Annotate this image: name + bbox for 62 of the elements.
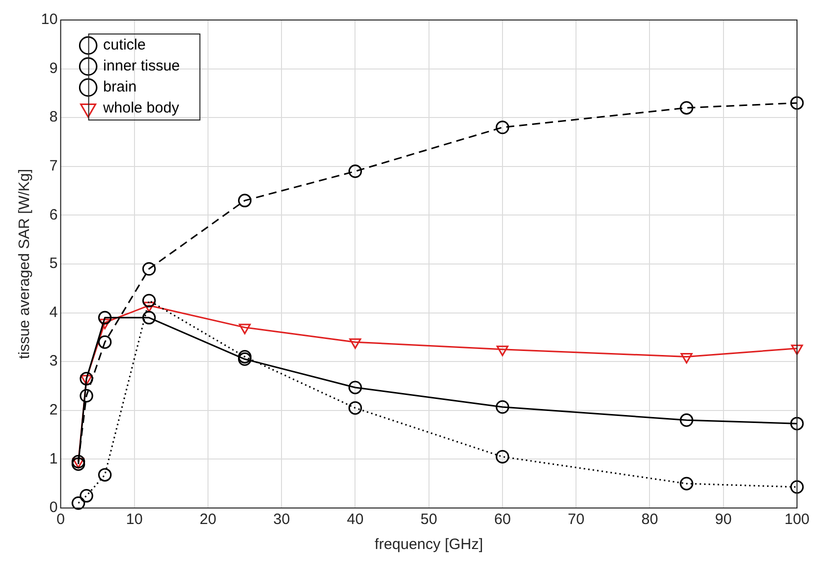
point xyxy=(80,374,92,386)
point xyxy=(98,318,111,330)
legend-label: brain xyxy=(103,78,137,96)
point xyxy=(680,352,692,364)
point xyxy=(98,335,112,349)
y-tick-label: 9 xyxy=(49,60,58,77)
x-tick-label: 80 xyxy=(641,511,658,528)
point xyxy=(790,416,804,430)
x-tick-label: 30 xyxy=(273,511,290,528)
point xyxy=(496,120,510,134)
y-axis-title: tissue averaged SAR [W/Kg] xyxy=(16,168,34,360)
x-tick-label: 100 xyxy=(784,511,810,528)
point xyxy=(348,401,362,415)
point xyxy=(680,476,694,490)
point xyxy=(142,262,156,276)
x-tick-label: 90 xyxy=(715,511,732,528)
point xyxy=(143,302,155,312)
x-axis-title: frequency [GHz] xyxy=(374,536,484,554)
y-tick-label: 5 xyxy=(49,255,58,272)
y-tick-label: 2 xyxy=(49,402,58,419)
x-tick-label: 10 xyxy=(126,511,143,528)
point xyxy=(238,350,252,364)
point xyxy=(142,294,156,308)
x-tick-label: 50 xyxy=(420,511,438,528)
legend-label: whole body xyxy=(102,100,180,117)
point xyxy=(238,324,251,334)
x-tick-label: 40 xyxy=(346,511,364,528)
point xyxy=(348,164,362,178)
legend-label: inner tissue xyxy=(103,58,180,75)
point xyxy=(348,380,362,394)
point xyxy=(80,489,94,503)
point xyxy=(496,450,510,464)
point xyxy=(791,344,803,356)
x-tick-label: 60 xyxy=(494,511,511,528)
legend-label: cuticle xyxy=(103,36,146,54)
y-tick-label: 3 xyxy=(49,352,58,370)
y-tick-label: 0 xyxy=(49,499,58,516)
point xyxy=(238,194,252,208)
point xyxy=(349,338,362,349)
point xyxy=(680,101,694,115)
point xyxy=(142,310,156,324)
y-tick-label: 7 xyxy=(49,158,58,175)
point xyxy=(680,413,694,427)
point xyxy=(98,468,112,482)
point xyxy=(790,480,804,494)
y-tick-label: 1 xyxy=(49,450,58,468)
point xyxy=(72,454,86,468)
y-tick-label: 8 xyxy=(49,108,58,126)
point xyxy=(72,458,84,468)
y-tick-label: 6 xyxy=(49,206,58,224)
point xyxy=(80,389,94,403)
point xyxy=(98,310,112,324)
point xyxy=(72,496,86,510)
y-tick-label: 10 xyxy=(40,11,58,28)
y-tick-label: 4 xyxy=(49,304,58,321)
point xyxy=(790,96,804,110)
point xyxy=(238,352,252,366)
point xyxy=(496,400,510,414)
point xyxy=(80,372,94,386)
x-tick-label: 70 xyxy=(568,511,584,528)
point xyxy=(496,346,508,356)
x-tick-label: 20 xyxy=(200,511,216,528)
